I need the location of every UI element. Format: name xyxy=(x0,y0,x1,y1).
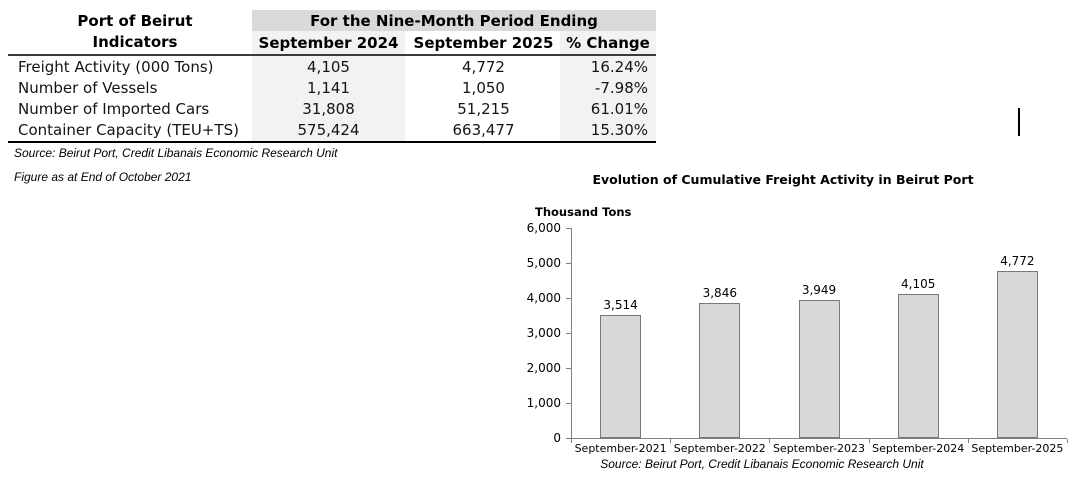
x-tick-label: September-2021 xyxy=(574,442,667,455)
text-cursor-caret xyxy=(1018,108,1020,136)
y-axis-tick xyxy=(566,438,571,439)
row-label-container-capacity: Container Capacity (TEU+TS) xyxy=(18,121,239,139)
bar-september-2025 xyxy=(996,270,1038,438)
table-bottom-border xyxy=(8,141,656,143)
table-cell: 31,808 xyxy=(252,98,409,119)
table-cell: 51,215 xyxy=(457,99,510,118)
column-header-september-2024: September 2024 xyxy=(252,31,409,54)
bar-value-label: 3,514 xyxy=(603,298,638,312)
table-cell: 4,772 xyxy=(462,57,505,76)
table-cell: 61.01% xyxy=(558,98,656,119)
x-tick-label: September-2023 xyxy=(772,442,866,455)
y-tick-label: 1,000 xyxy=(526,396,561,410)
table-source-note: Source: Beirut Port, Credit Libanais Eco… xyxy=(14,146,338,160)
table-span-header: For the Nine-Month Period Ending xyxy=(252,10,656,31)
y-tick-label: 0 xyxy=(553,431,561,445)
table-cell: 1,050 xyxy=(462,78,505,97)
y-axis-line xyxy=(571,228,572,438)
x-axis-tick xyxy=(670,439,672,443)
y-axis-tick xyxy=(566,403,571,404)
x-tick-label: September-2024 xyxy=(872,442,965,455)
bar-september-2021 xyxy=(600,315,642,438)
y-axis-tick xyxy=(566,298,571,299)
row-label-freight-activity: Freight Activity (000 Tons) xyxy=(18,57,214,76)
indicators-table: Port of Beirut Indicators For the Nine-M… xyxy=(8,10,656,143)
table-header-divider xyxy=(8,54,656,56)
x-tick-label: September-2022 xyxy=(673,442,766,455)
bar-value-label: 3,846 xyxy=(702,286,737,301)
x-axis-tick xyxy=(868,439,870,443)
row-label-number-of-vessels: Number of Vessels xyxy=(18,78,158,97)
row-label-imported-cars: Number of Imported Cars xyxy=(18,99,210,118)
chart-source-note: Source: Beirut Port, Credit Libanais Eco… xyxy=(600,457,924,471)
bar-september-2023 xyxy=(798,299,840,438)
x-axis-tick xyxy=(1067,439,1068,443)
y-tick-label: 3,000 xyxy=(526,326,561,340)
bar-value-label: 3,949 xyxy=(801,282,837,297)
y-tick-label: 2,000 xyxy=(526,361,561,375)
x-axis-line xyxy=(571,438,1067,439)
table-row-header-line1: Port of Beirut xyxy=(77,12,193,30)
table-cell: 575,424 xyxy=(252,119,409,141)
table-cell: 4,105 xyxy=(252,56,409,77)
table-cell: 15.30% xyxy=(558,119,656,141)
table-cell: 663,477 xyxy=(452,121,515,139)
column-header-september-2025: September 2025 xyxy=(413,33,554,52)
table-row-header-line2: Indicators xyxy=(92,33,178,51)
y-tick-label: 5,000 xyxy=(526,256,561,270)
chart-title: Evolution of Cumulative Freight Activity… xyxy=(592,172,974,187)
bar-september-2022 xyxy=(699,303,741,438)
y-tick-label: 4,000 xyxy=(526,291,561,305)
bar-september-2024 xyxy=(897,294,939,438)
table-cell: 16.24% xyxy=(558,56,656,77)
figure-date-note: Figure as at End of October 2021 xyxy=(14,170,192,184)
chart-y-axis-unit-label: Thousand Tons xyxy=(535,205,632,219)
x-tick-label: September-2025 xyxy=(971,442,1064,455)
table-cell: 1,141 xyxy=(252,77,409,98)
x-axis-tick xyxy=(769,439,771,443)
column-header-pct-change: % Change xyxy=(558,31,656,54)
x-axis-tick xyxy=(571,439,572,443)
y-axis-tick xyxy=(566,228,571,229)
y-axis-tick xyxy=(566,263,571,264)
y-axis-tick xyxy=(566,368,571,369)
y-tick-label: 6,000 xyxy=(526,221,561,235)
table-cell: -7.98% xyxy=(558,77,656,98)
x-axis-tick xyxy=(967,439,969,443)
bar-value-label: 4,105 xyxy=(901,277,936,292)
bar-value-label: 4,772 xyxy=(1000,253,1035,268)
y-axis-tick xyxy=(566,333,571,334)
table-row-header: Port of Beirut Indicators xyxy=(8,10,252,54)
